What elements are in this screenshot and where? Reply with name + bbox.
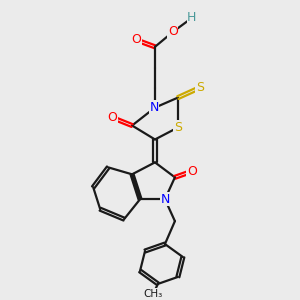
Text: S: S — [174, 121, 182, 134]
Text: O: O — [168, 26, 178, 38]
Text: O: O — [107, 111, 117, 124]
Text: N: N — [160, 193, 170, 206]
Text: O: O — [187, 165, 197, 178]
Text: O: O — [131, 33, 141, 46]
Text: S: S — [196, 81, 204, 94]
Text: H: H — [187, 11, 196, 24]
Text: N: N — [149, 101, 159, 114]
Text: CH₃: CH₃ — [143, 289, 163, 299]
